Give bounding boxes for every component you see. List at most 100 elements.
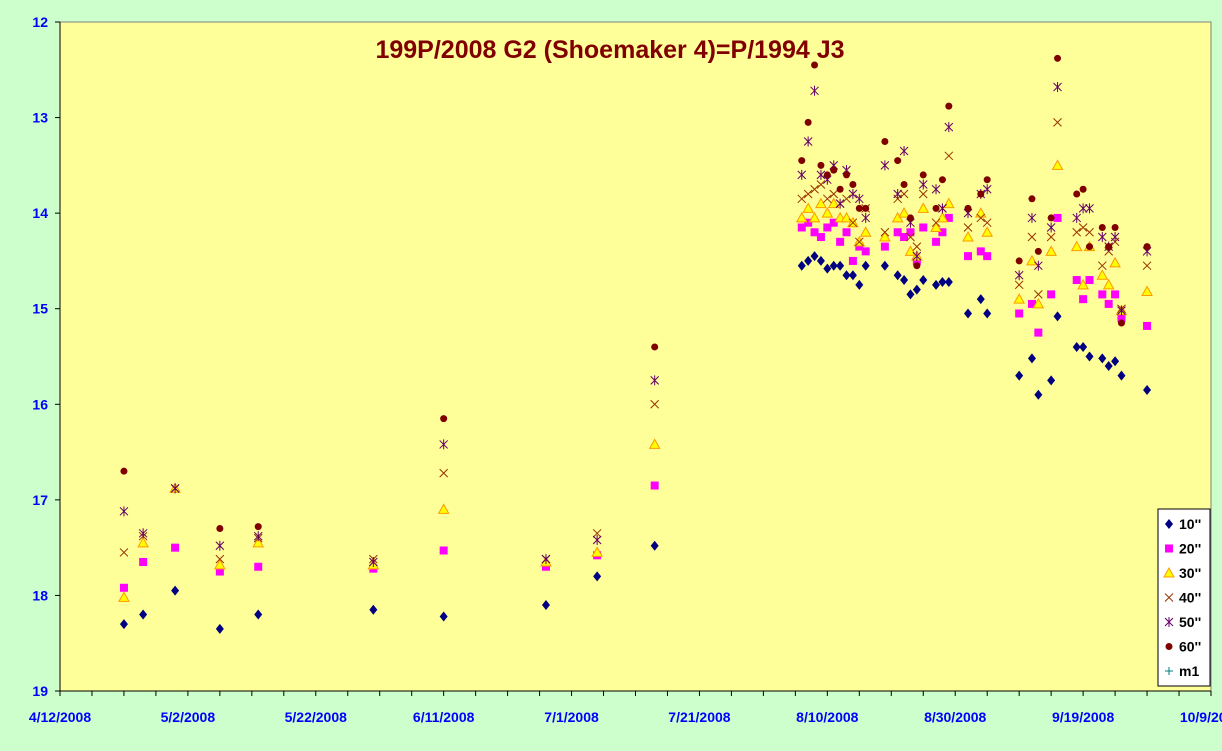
data-point — [802, 202, 814, 213]
data-point — [804, 218, 813, 227]
data-point — [1143, 243, 1151, 251]
data-point — [368, 556, 378, 567]
data-point — [593, 571, 602, 582]
data-point — [541, 599, 550, 610]
data-point — [918, 189, 928, 199]
data-point — [913, 262, 921, 270]
data-point — [439, 611, 448, 622]
legend-label: 20'' — [1179, 541, 1201, 557]
data-point — [171, 585, 180, 596]
legend-label: 60'' — [1179, 639, 1201, 655]
data-point — [983, 308, 992, 319]
y-tick-label: 15 — [32, 301, 48, 317]
data-point — [976, 247, 985, 256]
legend-label: 50'' — [1179, 614, 1201, 630]
data-point — [912, 251, 922, 262]
data-point — [1045, 245, 1057, 256]
data-point — [1079, 185, 1087, 193]
data-point — [904, 245, 917, 256]
data-point — [650, 481, 659, 490]
data-point — [804, 255, 813, 266]
data-point — [855, 279, 864, 290]
data-point — [1111, 223, 1119, 231]
data-point — [848, 218, 858, 228]
data-point — [1027, 299, 1036, 308]
data-point — [854, 193, 864, 204]
data-point — [795, 211, 808, 223]
data-point — [803, 189, 813, 199]
data-point — [797, 194, 807, 204]
data-point — [931, 184, 941, 195]
data-point — [1096, 269, 1109, 280]
data-point — [1098, 290, 1107, 299]
data-point — [944, 276, 953, 287]
data-point — [823, 171, 831, 179]
data-point — [1078, 223, 1088, 232]
data-point — [906, 228, 915, 237]
data-point — [1097, 261, 1107, 271]
data-point — [821, 207, 834, 218]
data-point — [964, 308, 973, 319]
data-point — [1047, 214, 1055, 222]
data-point — [830, 166, 838, 174]
data-point — [119, 583, 128, 592]
y-tick-label: 13 — [32, 110, 48, 126]
data-point — [930, 221, 942, 232]
data-point — [964, 204, 972, 212]
x-tick-label: 10/9/2008 — [1180, 709, 1222, 725]
data-point — [861, 247, 870, 256]
data-point — [898, 207, 910, 218]
data-point — [1085, 203, 1094, 214]
data-point — [900, 233, 909, 242]
data-point — [439, 546, 448, 555]
data-point — [942, 197, 955, 209]
data-point — [817, 161, 825, 169]
data-point — [912, 242, 922, 251]
data-point — [650, 540, 659, 551]
data-point — [944, 122, 954, 133]
data-point — [835, 198, 845, 209]
data-point — [1098, 223, 1106, 231]
data-point — [118, 591, 130, 602]
data-point — [938, 203, 947, 214]
data-point — [1027, 212, 1037, 223]
data-point — [139, 557, 148, 566]
legend-item: 10'' — [1165, 516, 1201, 532]
data-point — [1165, 519, 1173, 529]
data-point — [1046, 222, 1056, 233]
data-point — [798, 157, 806, 165]
data-point — [1079, 295, 1088, 304]
data-point — [906, 214, 914, 222]
data-point — [983, 176, 991, 184]
data-point — [840, 211, 853, 223]
data-point — [437, 503, 450, 514]
legend-label: 40'' — [1179, 590, 1201, 606]
y-tick-label: 14 — [32, 205, 48, 221]
data-point — [932, 204, 940, 212]
data-point — [804, 118, 812, 126]
data-point — [650, 399, 660, 409]
data-point — [797, 223, 806, 232]
data-point — [816, 180, 826, 189]
data-point — [215, 540, 225, 551]
data-point — [1164, 617, 1174, 627]
data-point — [216, 525, 224, 533]
data-point — [1053, 213, 1062, 222]
data-point — [252, 536, 265, 548]
data-point — [1027, 353, 1036, 364]
x-tick-label: 6/11/2008 — [413, 709, 475, 725]
data-point — [899, 189, 909, 199]
data-point — [880, 242, 889, 251]
x-tick-label: 5/2/2008 — [161, 709, 216, 725]
data-point — [848, 256, 857, 265]
plot-area — [59, 21, 1212, 692]
data-point — [810, 184, 819, 194]
data-point — [541, 554, 551, 565]
data-point — [829, 189, 839, 199]
data-point — [900, 275, 909, 286]
data-point — [881, 137, 889, 145]
data-point — [119, 619, 128, 630]
data-point — [651, 343, 659, 351]
y-tick-label: 16 — [32, 396, 48, 412]
